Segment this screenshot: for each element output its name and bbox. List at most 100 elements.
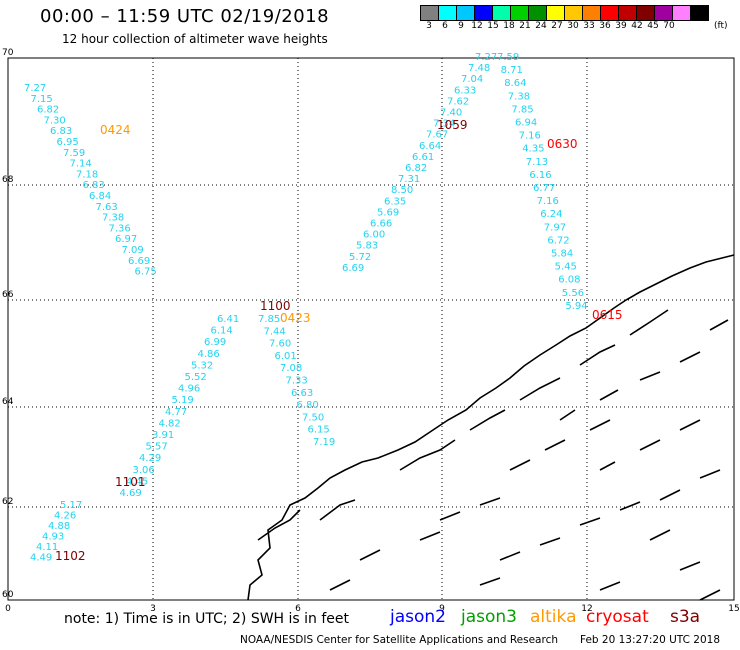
wave-height-value: 7.27 bbox=[475, 52, 497, 63]
axis-ticks: 0 3 6 9 12 15 60 62 64 66 68 70 bbox=[2, 48, 740, 614]
color-scale-label: 6 bbox=[442, 21, 448, 31]
wave-height-value: 4.11 bbox=[36, 542, 58, 553]
map-grid bbox=[8, 58, 734, 600]
wave-height-value: 6.35 bbox=[384, 196, 406, 207]
wave-height-value: 4.82 bbox=[159, 418, 181, 429]
wave-height-value: 7.15 bbox=[31, 94, 53, 105]
pass-time-label: 1101 bbox=[115, 475, 146, 489]
wave-height-value: 6.14 bbox=[211, 326, 233, 337]
legend-s3a: s3a bbox=[670, 607, 701, 627]
track-1100: 6.416.146.994.865.325.524.965.194.774.82… bbox=[120, 299, 291, 499]
coastline bbox=[247, 254, 735, 601]
wave-height-value: 3.06 bbox=[133, 465, 155, 476]
wave-height-value: 7.36 bbox=[109, 223, 131, 234]
wave-height-value: 5.56 bbox=[562, 288, 584, 299]
wave-height-value: 6.99 bbox=[204, 337, 226, 348]
wave-height-value: 7.08 bbox=[280, 363, 302, 374]
color-scale-label: 30 bbox=[567, 21, 579, 31]
wave-height-value: 7.67 bbox=[426, 130, 448, 141]
color-scale-label: 39 bbox=[615, 21, 627, 31]
wave-height-value: 7.16 bbox=[537, 196, 559, 207]
wave-height-value: 8.64 bbox=[504, 78, 526, 89]
wave-height-value: 6.75 bbox=[135, 267, 157, 278]
pass-time-label: 0615 bbox=[592, 308, 623, 322]
wave-height-value: 7.44 bbox=[264, 326, 286, 337]
wave-height-value: 7.97 bbox=[544, 222, 566, 233]
x-tick-label: 12 bbox=[581, 604, 592, 614]
coastline-segment bbox=[599, 419, 721, 501]
wave-height-value: 6.83 bbox=[83, 180, 105, 191]
wave-height-value: 6.61 bbox=[412, 152, 434, 163]
color-scale bbox=[420, 5, 709, 21]
wave-height-value: 5.84 bbox=[551, 249, 573, 260]
y-tick-label: 60 bbox=[2, 590, 14, 600]
track-1059: 7.277.487.046.337.627.407.347.676.646.61… bbox=[342, 52, 497, 274]
wave-height-value: 7.85 bbox=[258, 314, 280, 325]
page-subtitle: 12 hour collection of altimeter wave hei… bbox=[62, 32, 328, 46]
page-title: 00:00 – 11:59 UTC 02/19/2018 bbox=[40, 6, 330, 27]
wave-height-value: 7.14 bbox=[70, 159, 92, 170]
color-scale-unit: (ft) bbox=[714, 21, 728, 31]
wave-height-value: 6.84 bbox=[89, 191, 111, 202]
color-scale-label: 12 bbox=[471, 21, 483, 31]
wave-height-value: 7.59 bbox=[63, 148, 85, 159]
x-tick-label: 6 bbox=[295, 604, 301, 614]
y-tick-label: 68 bbox=[2, 175, 14, 185]
wave-height-value: 4.69 bbox=[120, 488, 142, 499]
coastline-segment bbox=[499, 501, 671, 561]
coastline-segment bbox=[257, 439, 456, 541]
wave-height-value: 6.77 bbox=[533, 183, 555, 194]
wave-height-value: 6.82 bbox=[405, 163, 427, 174]
wave-height-value: 4.35 bbox=[522, 144, 544, 155]
x-tick-label: 9 bbox=[439, 604, 445, 614]
track-1102: 1102 bbox=[55, 549, 86, 563]
pass-time-label: 0630 bbox=[547, 137, 578, 151]
wave-height-value: 7.30 bbox=[44, 115, 66, 126]
wave-height-value: 4.86 bbox=[198, 349, 220, 360]
color-scale-label: 15 bbox=[487, 21, 499, 31]
coastline-segment bbox=[469, 309, 669, 431]
track-0615: 0615 bbox=[592, 308, 623, 322]
wave-height-value: 6.97 bbox=[115, 234, 137, 245]
wave-height-value: 6.69 bbox=[342, 263, 364, 274]
track-0423: 7.857.44 7.606.017.08 7.336.636.807.50 6.15… bbox=[258, 311, 335, 448]
coastline-segment bbox=[439, 419, 611, 521]
wave-height-value: 7.18 bbox=[76, 169, 98, 180]
color-scale-label: 42 bbox=[631, 21, 643, 31]
wave-height-value: 7.31 bbox=[398, 174, 420, 185]
wave-height-value: 7.13 bbox=[526, 157, 548, 168]
legend-altika: altika bbox=[530, 607, 577, 627]
track-1101: 5.174.264.884.934.114.49 1101 bbox=[30, 475, 146, 564]
wave-height-value: 4.45 bbox=[126, 476, 148, 487]
y-tick-label: 64 bbox=[2, 397, 14, 407]
x-tick-label: 0 bbox=[5, 604, 11, 614]
wave-height-value: 7.33 bbox=[286, 376, 308, 387]
pass-time-label: 0424 bbox=[100, 123, 131, 137]
color-scale-label: 21 bbox=[519, 21, 531, 31]
wave-height-value: 7.09 bbox=[122, 245, 144, 256]
wave-height-value: 7.16 bbox=[519, 131, 541, 142]
wave-height-value: 7.85 bbox=[511, 104, 533, 115]
wave-height-value: 5.19 bbox=[172, 395, 194, 406]
color-scale-label: 27 bbox=[551, 21, 563, 31]
wave-height-value: 7.60 bbox=[269, 339, 291, 350]
x-tick-label: 15 bbox=[728, 604, 739, 614]
color-scale-label: 45 bbox=[647, 21, 659, 31]
y-tick-label: 70 bbox=[2, 48, 14, 58]
wave-height-value: 6.94 bbox=[515, 118, 537, 129]
wave-height-value: 5.72 bbox=[349, 252, 371, 263]
wave-height-value: 6.16 bbox=[529, 170, 551, 181]
generated-timestamp: Feb 20 13:27:20 UTC 2018 bbox=[580, 634, 720, 646]
wave-height-value: 7.62 bbox=[447, 96, 469, 107]
wave-height-value: 5.45 bbox=[555, 262, 577, 273]
map-frame bbox=[7, 57, 735, 601]
wave-height-value: 5.83 bbox=[356, 241, 378, 252]
legend-cryosat: cryosat bbox=[586, 607, 649, 627]
wave-height-value: 6.41 bbox=[217, 314, 239, 325]
color-scale-label: 24 bbox=[535, 21, 547, 31]
wave-height-value: 4.88 bbox=[48, 521, 70, 532]
wave-height-value: 6.82 bbox=[37, 105, 59, 116]
coastline-segment bbox=[247, 254, 735, 601]
wave-height-value: 7.38 bbox=[102, 213, 124, 224]
